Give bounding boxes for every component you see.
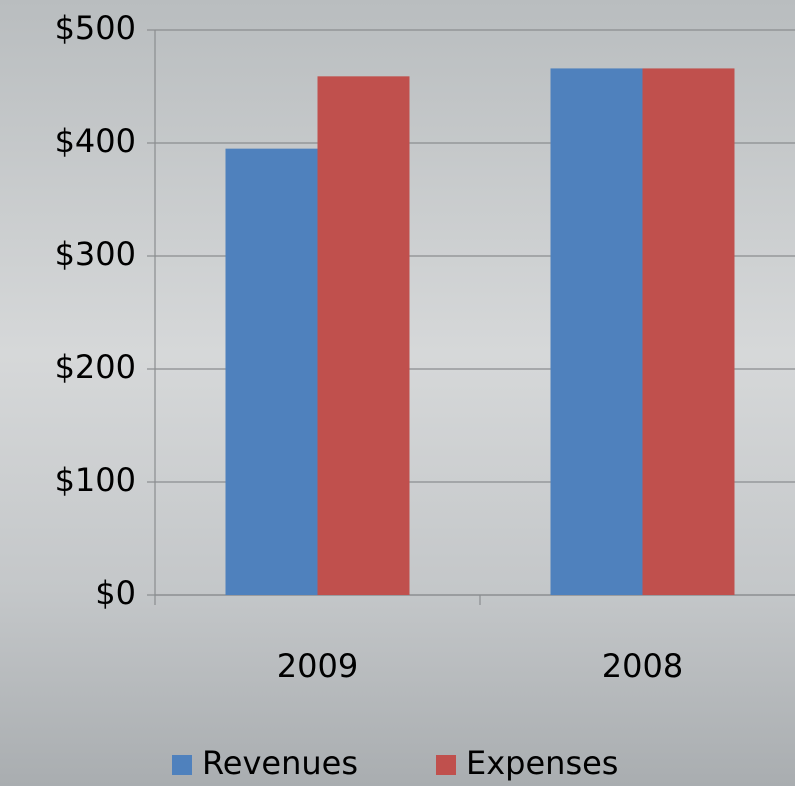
bar [317,76,410,595]
y-tick-label: $0 [95,574,136,612]
y-tick-label: $500 [55,9,136,47]
bar [225,148,318,595]
x-tick-label: 2009 [277,647,358,685]
legend-label: Revenues [202,744,358,782]
legend-swatch [172,755,192,775]
y-tick-label: $300 [55,235,136,273]
bar [550,68,643,596]
x-tick-label: 2008 [602,647,683,685]
y-tick-label: $100 [55,461,136,499]
y-tick-label: $200 [55,348,136,386]
legend-label: Expenses [466,744,618,782]
legend-swatch [436,755,456,775]
y-tick-label: $400 [55,122,136,160]
bar [642,68,735,596]
